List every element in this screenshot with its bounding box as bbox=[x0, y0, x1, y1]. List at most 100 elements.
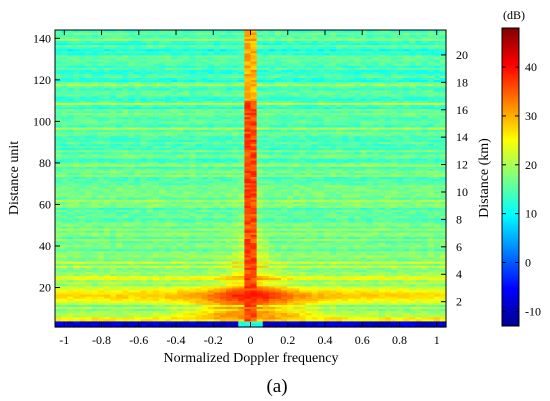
heatmap-cell bbox=[317, 285, 325, 289]
heatmap-cell bbox=[91, 261, 99, 264]
heatmap-cell bbox=[238, 176, 245, 180]
heatmap-cell bbox=[287, 300, 294, 303]
heatmap-cell bbox=[391, 289, 398, 293]
heatmap-cell bbox=[433, 209, 441, 213]
heatmap-cell bbox=[183, 244, 191, 248]
heatmap-cell bbox=[61, 178, 68, 182]
heatmap-cell bbox=[232, 199, 239, 202]
heatmap-cell bbox=[213, 170, 221, 173]
heatmap-cell bbox=[439, 172, 447, 175]
heatmap-cell bbox=[354, 294, 362, 297]
heatmap-cell bbox=[201, 228, 209, 231]
heatmap-cell bbox=[366, 318, 374, 322]
heatmap-cell bbox=[91, 195, 99, 198]
heatmap-cell bbox=[384, 209, 392, 213]
heatmap-cell bbox=[366, 267, 374, 270]
heatmap-cell bbox=[109, 180, 117, 184]
heatmap-cell bbox=[323, 254, 331, 258]
heatmap-cell bbox=[287, 263, 294, 266]
heatmap-cell bbox=[348, 238, 355, 241]
heatmap-cell bbox=[55, 178, 62, 182]
heatmap-cell bbox=[354, 174, 362, 178]
heatmap-cell bbox=[134, 267, 142, 270]
heatmap-cell bbox=[61, 298, 68, 301]
heatmap-cell bbox=[55, 294, 62, 297]
heatmap-cell bbox=[134, 205, 142, 208]
heatmap-cell bbox=[171, 312, 178, 316]
heatmap-cell bbox=[103, 209, 111, 213]
heatmap-cell bbox=[311, 240, 319, 244]
heatmap-cell bbox=[287, 285, 294, 289]
heatmap-cell bbox=[158, 279, 166, 283]
heatmap-cell bbox=[372, 244, 380, 248]
heatmap-cell bbox=[403, 174, 410, 178]
heatmap-cell bbox=[384, 228, 392, 231]
heatmap-cell bbox=[256, 207, 264, 211]
heatmap-cell bbox=[403, 180, 410, 184]
heatmap-cell bbox=[195, 256, 203, 260]
heatmap-cell bbox=[262, 261, 270, 264]
heatmap-cell bbox=[305, 296, 313, 299]
heatmap-cell bbox=[134, 221, 142, 225]
heatmap-cell bbox=[97, 192, 105, 196]
heatmap-cell bbox=[128, 207, 136, 211]
heatmap-cell bbox=[281, 217, 288, 221]
heatmap-cell bbox=[238, 287, 245, 291]
heatmap-cell bbox=[128, 314, 136, 318]
heatmap-cell bbox=[409, 256, 417, 260]
heatmap-cell bbox=[158, 236, 166, 239]
heatmap-cell bbox=[97, 230, 105, 233]
heatmap-cell bbox=[372, 192, 380, 196]
heatmap-cell bbox=[439, 192, 447, 196]
heatmap-cell bbox=[91, 294, 99, 297]
heatmap-cell bbox=[256, 172, 264, 175]
heatmap-cell bbox=[116, 188, 123, 192]
heatmap-cell bbox=[219, 304, 227, 307]
heatmap-cell bbox=[226, 320, 233, 324]
heatmap-cell bbox=[128, 197, 136, 200]
heatmap-cell bbox=[354, 261, 362, 264]
heatmap-cell bbox=[287, 197, 294, 200]
heatmap-cell bbox=[207, 244, 215, 248]
heatmap-cell bbox=[427, 285, 435, 289]
heatmap-cell bbox=[97, 219, 105, 223]
heatmap-cell bbox=[384, 263, 392, 266]
heatmap-cell bbox=[415, 242, 423, 246]
heatmap-cell bbox=[195, 168, 203, 171]
heatmap-cell bbox=[433, 291, 441, 295]
heatmap-cell bbox=[128, 166, 136, 169]
heatmap-cell bbox=[244, 320, 252, 324]
heatmap-cell bbox=[146, 281, 154, 285]
heatmap-cell bbox=[329, 294, 337, 297]
heatmap-cell bbox=[219, 269, 227, 272]
heatmap-cell bbox=[354, 291, 362, 295]
heatmap-cell bbox=[372, 217, 380, 221]
heatmap-cell bbox=[256, 258, 264, 262]
heatmap-cell bbox=[67, 174, 74, 178]
heatmap-cell bbox=[103, 291, 111, 295]
heatmap-cell bbox=[311, 256, 319, 260]
heatmap-cell bbox=[250, 195, 258, 198]
heatmap-cell bbox=[287, 184, 294, 188]
heatmap-cell bbox=[226, 172, 233, 175]
heatmap-cell bbox=[73, 283, 81, 287]
heatmap-cell bbox=[73, 324, 81, 328]
heatmap-cell bbox=[256, 178, 264, 182]
heatmap-cell bbox=[287, 215, 294, 219]
heatmap-cell bbox=[421, 217, 429, 221]
heatmap-cell bbox=[262, 192, 270, 196]
heatmap-cell bbox=[146, 320, 154, 324]
heatmap-cell bbox=[134, 304, 142, 307]
heatmap-cell bbox=[122, 244, 129, 248]
heatmap-cell bbox=[116, 302, 123, 305]
heatmap-cell bbox=[293, 180, 300, 184]
heatmap-cell bbox=[433, 306, 441, 310]
heatmap-cell bbox=[360, 261, 368, 264]
heatmap-cell bbox=[342, 174, 349, 178]
heatmap-cell bbox=[421, 219, 429, 223]
heatmap-cell bbox=[305, 217, 313, 221]
heatmap-cell bbox=[158, 246, 166, 250]
heatmap-cell bbox=[134, 287, 142, 291]
heatmap-cell bbox=[311, 322, 319, 326]
heatmap-cell bbox=[207, 182, 215, 186]
